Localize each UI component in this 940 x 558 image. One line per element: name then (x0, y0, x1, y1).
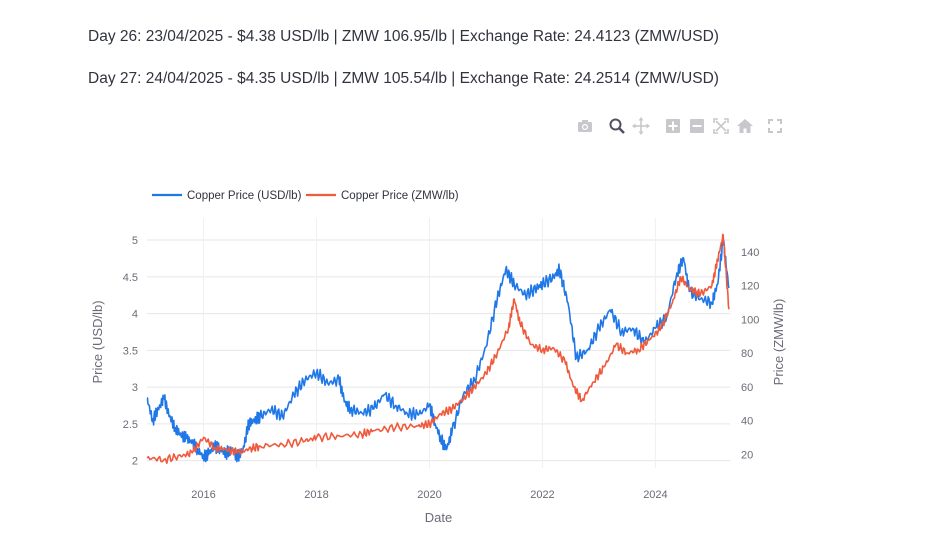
y2-tick-label: 40 (741, 416, 753, 428)
y-tick-label: 3 (132, 382, 138, 394)
status-line-day-26: Day 26: 23/04/2025 - $4.38 USD/lb | ZMW … (88, 28, 719, 45)
y2-tick-label: 120 (741, 281, 759, 293)
y-tick-label: 2 (132, 456, 138, 468)
y2-tick-label: 60 (741, 382, 753, 394)
x-tick-label: 2016 (191, 489, 215, 501)
x-tick-label: 2020 (417, 489, 441, 501)
chart-series (146, 233, 730, 465)
pan-icon[interactable] (632, 117, 650, 135)
y-tick-label: 3.5 (123, 345, 138, 357)
chart-legend[interactable]: Copper Price (USD/lb) Copper Price (ZMW/… (152, 190, 459, 202)
x-tick-label: 2018 (304, 489, 328, 501)
camera-icon[interactable] (576, 117, 594, 135)
zoom-out-icon[interactable] (688, 117, 706, 135)
chart-axes: 2 2.5 3 3.5 4 4.5 5 20 40 60 80 100 120 140 2016 2018 20… (123, 235, 760, 501)
y-tick-label: 2.5 (123, 419, 138, 431)
y-tick-label: 4.5 (123, 272, 138, 284)
y2-tick-label: 80 (741, 348, 753, 360)
autoscale-icon[interactable] (712, 117, 730, 135)
home-icon[interactable] (736, 117, 754, 135)
legend-label-usd: Copper Price (USD/lb) (187, 190, 302, 202)
series-line-zmw[interactable] (146, 233, 730, 465)
y-axis-title: Price (USD/lb) (90, 300, 105, 383)
y2-axis-title: Price (ZMW/lb) (771, 299, 786, 386)
x-tick-label: 2024 (643, 489, 667, 501)
fullscreen-icon[interactable] (766, 117, 784, 135)
zoom-icon[interactable] (608, 117, 626, 135)
zoom-in-icon[interactable] (664, 117, 682, 135)
x-axis-title: Date (425, 510, 452, 525)
y-tick-label: 4 (132, 309, 138, 321)
x-tick-label: 2022 (530, 489, 554, 501)
y2-tick-label: 100 (741, 314, 759, 326)
y-tick-label: 5 (132, 235, 138, 247)
y2-tick-label: 20 (741, 449, 753, 461)
status-line-day-27: Day 27: 24/04/2025 - $4.35 USD/lb | ZMW … (88, 70, 719, 87)
y2-tick-label: 140 (741, 247, 759, 259)
legend-label-zmw: Copper Price (ZMW/lb) (341, 190, 459, 202)
